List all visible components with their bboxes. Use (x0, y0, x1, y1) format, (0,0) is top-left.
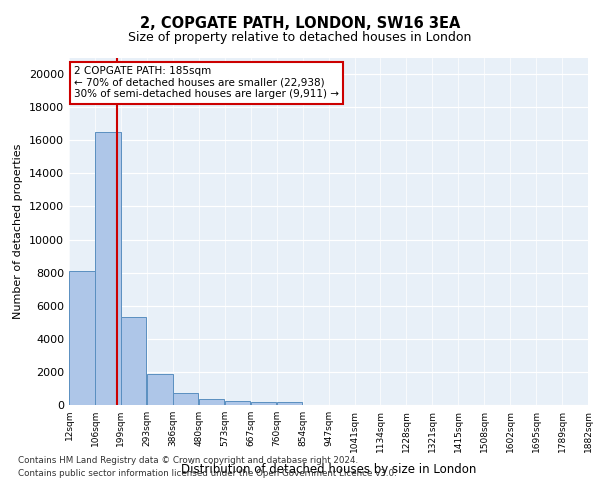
Bar (95, 132, 121, 405)
Y-axis label: Number of detached properties: Number of detached properties (13, 144, 23, 319)
Text: Size of property relative to detached houses in London: Size of property relative to detached ho… (128, 31, 472, 44)
Bar (199, 399, 224, 405)
X-axis label: Distribution of detached houses by size in London: Distribution of detached houses by size … (181, 463, 476, 476)
Text: 2 COPGATE PATH: 185sqm
← 70% of detached houses are smaller (22,938)
30% of semi: 2 COPGATE PATH: 185sqm ← 70% of detached… (74, 66, 339, 100)
Text: Contains HM Land Registry data © Crown copyright and database right 2024.: Contains HM Land Registry data © Crown c… (18, 456, 358, 465)
Bar (173, 394, 199, 405)
Bar (147, 374, 173, 405)
Bar (277, 402, 302, 405)
Text: Contains public sector information licensed under the Open Government Licence v3: Contains public sector information licen… (18, 469, 397, 478)
Text: 2, COPGATE PATH, LONDON, SW16 3EA: 2, COPGATE PATH, LONDON, SW16 3EA (140, 16, 460, 31)
Bar (69, 271, 95, 405)
Bar (121, 318, 146, 405)
Bar (251, 402, 277, 405)
Bar (224, 400, 250, 405)
